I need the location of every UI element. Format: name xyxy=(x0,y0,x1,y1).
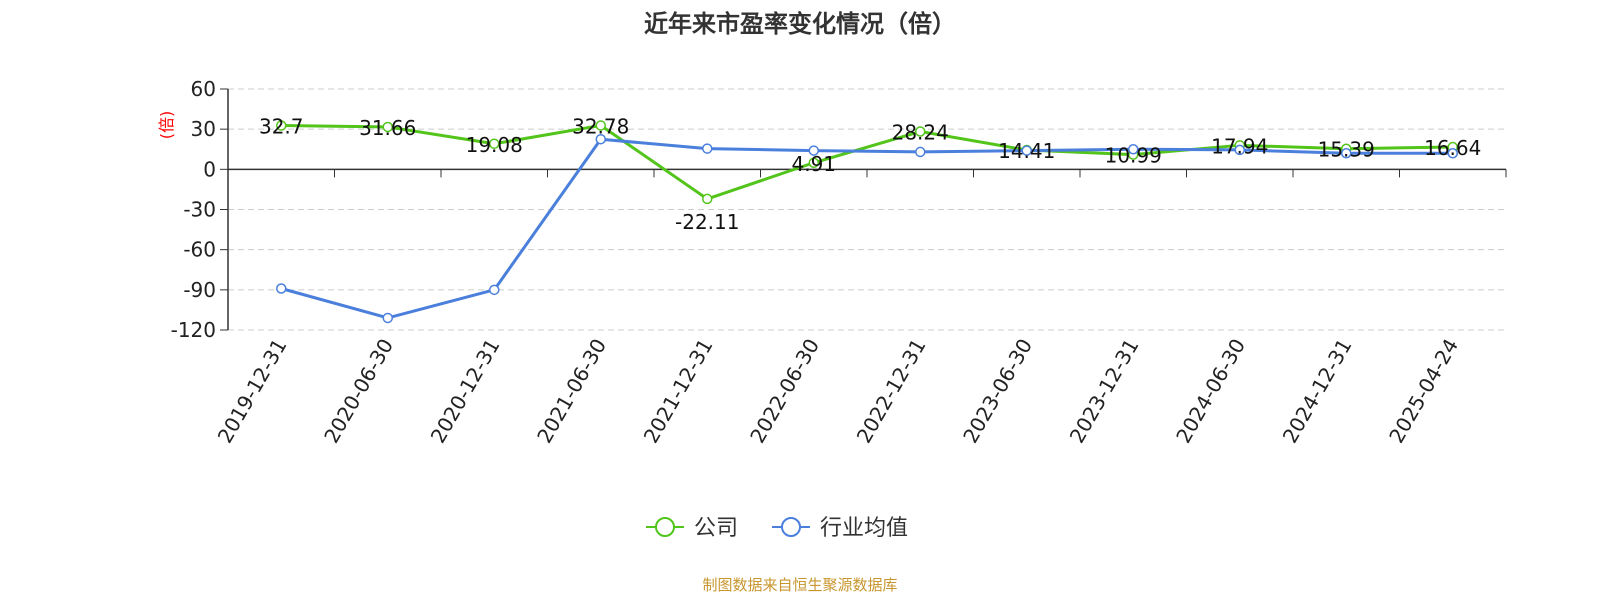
data-label: 4.91 xyxy=(791,152,836,176)
data-point[interactable] xyxy=(1234,144,1245,156)
series-line-company xyxy=(281,123,1453,201)
data-labels: 32.7 31.66 19.08 32.78 -22.11 4.91 28.24 14.41 1… xyxy=(259,114,1481,233)
legend-marker xyxy=(655,517,675,537)
y-tick-label: -30 xyxy=(183,198,216,222)
data-point[interactable] xyxy=(382,121,393,133)
y-tick-label: -90 xyxy=(183,278,216,302)
x-tick-label: 2023-12-31 xyxy=(1065,335,1144,448)
data-point[interactable] xyxy=(1128,144,1139,155)
x-tick-label: 2022-12-31 xyxy=(852,335,931,448)
x-tick-label: 2020-12-31 xyxy=(426,335,505,448)
data-label: 32.7 xyxy=(259,115,304,139)
legend-item-industry-average[interactable]: 行业均值 xyxy=(772,516,908,541)
series-layer xyxy=(276,120,1458,324)
x-tick-label: 2024-06-30 xyxy=(1171,335,1250,448)
data-point[interactable] xyxy=(489,284,500,296)
data-point[interactable] xyxy=(702,143,713,154)
data-point[interactable] xyxy=(382,312,393,324)
data-label: 17.94 xyxy=(1211,134,1268,158)
data-label: 15.39 xyxy=(1318,138,1375,162)
data-point[interactable] xyxy=(1341,148,1352,159)
y-tick-label: -120 xyxy=(171,318,216,342)
data-point[interactable] xyxy=(276,120,287,131)
data-point[interactable] xyxy=(702,193,713,205)
legend[interactable]: 公司 行业均值 xyxy=(646,516,908,541)
series-line-industry-average xyxy=(280,137,1453,320)
data-point[interactable] xyxy=(808,145,819,156)
data-label: 28.24 xyxy=(892,121,949,145)
x-tick-label: 2020-06-30 xyxy=(319,335,398,448)
chart-title: 近年来市盈率变化情况（倍） xyxy=(644,10,956,38)
y-axis-label: (倍) xyxy=(157,111,176,140)
legend-label: 公司 xyxy=(694,516,738,541)
legend-item-company[interactable]: 公司 xyxy=(646,516,738,541)
data-point[interactable] xyxy=(808,157,819,169)
x-tick-label: 2019-12-31 xyxy=(213,335,292,448)
y-tick-label: 0 xyxy=(203,157,216,181)
data-label: -22.11 xyxy=(675,210,739,234)
data-point[interactable] xyxy=(1447,148,1458,159)
x-tick-label: 2021-12-31 xyxy=(639,335,718,448)
data-point[interactable] xyxy=(276,283,287,294)
x-tick-label: 2025-04-24 xyxy=(1384,335,1463,448)
data-label: 32.78 xyxy=(572,114,629,138)
grid-lines xyxy=(228,88,1506,331)
data-point[interactable] xyxy=(489,138,500,150)
x-tick-label: 2021-06-30 xyxy=(532,335,611,448)
data-point[interactable] xyxy=(595,120,606,131)
legend-marker xyxy=(781,517,801,537)
y-tick-label: 60 xyxy=(191,77,216,101)
x-tick-label: 2024-12-31 xyxy=(1278,335,1357,448)
y-tick-label: -60 xyxy=(183,238,216,262)
legend-label: 行业均值 xyxy=(820,516,908,541)
data-point[interactable] xyxy=(595,133,606,145)
x-tick-label: 2022-06-30 xyxy=(745,335,824,448)
x-tick-label: 2023-06-30 xyxy=(958,335,1037,448)
y-tick-label: 30 xyxy=(191,117,216,141)
data-label: 16.64 xyxy=(1424,136,1481,160)
source-note: 制图数据来自恒生聚源数据库 xyxy=(702,576,897,594)
data-label: 19.08 xyxy=(466,133,523,157)
data-point[interactable] xyxy=(915,146,926,158)
data-point[interactable] xyxy=(1021,145,1032,156)
data-label: 10.99 xyxy=(1105,144,1162,168)
data-label: 14.41 xyxy=(998,139,1055,163)
data-point[interactable] xyxy=(915,126,926,137)
data-label: 31.66 xyxy=(359,116,416,140)
